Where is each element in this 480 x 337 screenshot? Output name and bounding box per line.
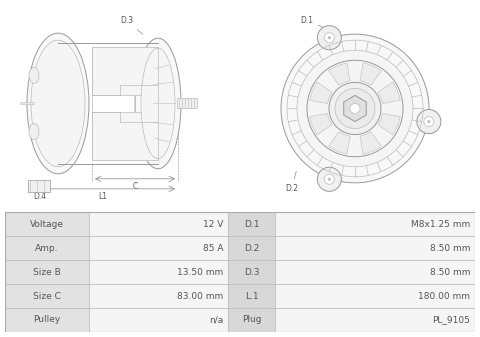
- Ellipse shape: [27, 33, 89, 174]
- Bar: [5, 260, 89, 284]
- FancyBboxPatch shape: [92, 112, 158, 160]
- Polygon shape: [360, 63, 381, 85]
- Circle shape: [328, 36, 331, 39]
- Text: D.1: D.1: [244, 220, 260, 229]
- Circle shape: [317, 167, 341, 191]
- Bar: [89, 212, 228, 236]
- Text: 12 V: 12 V: [203, 220, 224, 229]
- Bar: [5, 284, 89, 308]
- Bar: [228, 212, 275, 236]
- Bar: [89, 260, 228, 284]
- Text: n/a: n/a: [209, 315, 224, 325]
- Text: L.1: L.1: [245, 292, 259, 301]
- Circle shape: [281, 34, 429, 183]
- Text: Voltage: Voltage: [30, 220, 64, 229]
- Circle shape: [329, 82, 381, 134]
- Text: L1: L1: [98, 192, 107, 201]
- Bar: [275, 284, 475, 308]
- Circle shape: [335, 88, 375, 129]
- Text: D.2: D.2: [244, 244, 260, 253]
- Bar: [5, 236, 89, 260]
- Text: Size B: Size B: [33, 268, 61, 277]
- Circle shape: [417, 110, 441, 134]
- Text: D.2: D.2: [285, 172, 298, 193]
- Polygon shape: [378, 114, 400, 135]
- Text: Pulley: Pulley: [34, 315, 61, 325]
- Bar: [275, 260, 475, 284]
- Circle shape: [324, 33, 335, 43]
- Circle shape: [427, 120, 431, 123]
- Circle shape: [317, 26, 341, 50]
- Text: Size C: Size C: [33, 292, 61, 301]
- Ellipse shape: [31, 40, 85, 167]
- Ellipse shape: [29, 67, 39, 83]
- Circle shape: [350, 103, 360, 114]
- Text: Plug: Plug: [242, 315, 262, 325]
- Polygon shape: [310, 114, 332, 135]
- Text: 13.50 mm: 13.50 mm: [177, 268, 224, 277]
- Polygon shape: [329, 63, 350, 85]
- Circle shape: [324, 174, 335, 184]
- Polygon shape: [329, 131, 350, 154]
- Text: 180.00 mm: 180.00 mm: [419, 292, 470, 301]
- Ellipse shape: [141, 48, 175, 159]
- Text: D.3: D.3: [244, 268, 260, 277]
- FancyBboxPatch shape: [28, 180, 50, 192]
- Text: 8.50 mm: 8.50 mm: [430, 268, 470, 277]
- FancyBboxPatch shape: [177, 98, 197, 109]
- Polygon shape: [360, 131, 381, 154]
- Text: 83.00 mm: 83.00 mm: [177, 292, 224, 301]
- Text: 85 A: 85 A: [203, 244, 224, 253]
- FancyBboxPatch shape: [20, 102, 34, 104]
- Bar: [275, 236, 475, 260]
- Text: D.1: D.1: [300, 16, 323, 27]
- FancyBboxPatch shape: [92, 47, 158, 95]
- Bar: [228, 260, 275, 284]
- Bar: [228, 236, 275, 260]
- Circle shape: [424, 117, 434, 127]
- Circle shape: [328, 178, 331, 181]
- Text: 8.50 mm: 8.50 mm: [430, 244, 470, 253]
- Polygon shape: [378, 82, 400, 103]
- Polygon shape: [344, 95, 366, 122]
- Bar: [89, 236, 228, 260]
- Text: M8x1.25 mm: M8x1.25 mm: [411, 220, 470, 229]
- Text: D.3: D.3: [120, 16, 143, 34]
- Bar: [5, 308, 89, 332]
- Bar: [228, 284, 275, 308]
- Text: Amp.: Amp.: [36, 244, 59, 253]
- Ellipse shape: [135, 38, 181, 169]
- Polygon shape: [310, 82, 332, 103]
- Bar: [275, 212, 475, 236]
- Text: D.4: D.4: [34, 192, 47, 201]
- Text: C: C: [132, 182, 138, 191]
- Bar: [228, 308, 275, 332]
- Bar: [5, 212, 89, 236]
- Ellipse shape: [29, 124, 39, 140]
- Bar: [275, 308, 475, 332]
- Circle shape: [307, 60, 403, 157]
- Bar: [89, 284, 228, 308]
- Text: PL_9105: PL_9105: [432, 315, 470, 325]
- Circle shape: [297, 50, 413, 167]
- Bar: [89, 308, 228, 332]
